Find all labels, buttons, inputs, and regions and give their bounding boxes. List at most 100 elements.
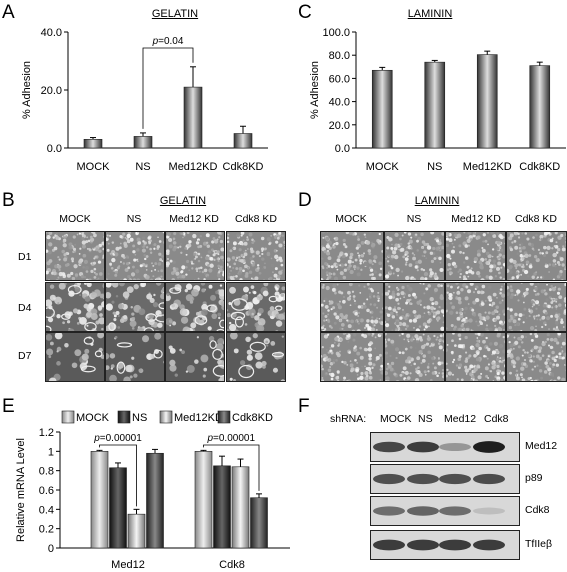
bar-cdk8-mock <box>194 451 213 549</box>
category-label-mock: MOCK <box>366 161 400 173</box>
blot-band <box>407 473 439 485</box>
bar-ns <box>133 136 153 149</box>
micrograph-b-r2-c4 <box>226 282 286 332</box>
blot-band <box>473 441 505 453</box>
legend-label-mock: MOCK <box>76 412 110 424</box>
y-axis-label: Relative mRNA Level <box>15 438 27 542</box>
micrograph-b-r3-c2 <box>105 332 165 382</box>
panel-letter-c: C <box>298 2 312 23</box>
y-axis-label: % Adhesion <box>21 61 33 119</box>
blot-label-4: TfIIeβ <box>525 538 553 550</box>
micrograph-b-r1-c3 <box>165 231 225 281</box>
blot-band <box>439 473 471 485</box>
blot-band <box>373 539 405 551</box>
panel-letter-a: A <box>2 2 15 23</box>
blot-band <box>473 473 505 485</box>
bar-mock <box>83 139 103 149</box>
micrograph-b-r3-c3 <box>165 332 225 382</box>
bar-cdk8-ns <box>213 465 231 549</box>
blot-band <box>439 442 471 452</box>
category-label-mock: MOCK <box>77 161 111 173</box>
blot-band <box>439 539 471 551</box>
micrograph-d-r1-c2 <box>384 231 445 281</box>
bar-mock <box>371 69 393 149</box>
blot-strip-3 <box>370 496 520 526</box>
y-tick-label: 1 <box>48 446 54 458</box>
blot-band <box>373 473 405 485</box>
bar-cdk8-med12kd <box>231 466 250 549</box>
y-tick-label: 0.6 <box>39 485 54 497</box>
y-tick-label: 0.2 <box>39 524 54 536</box>
legend-label-ns: NS <box>132 412 147 424</box>
bar-cdk8-cdk8kd <box>250 497 268 549</box>
bar-med12kd <box>183 86 203 149</box>
panel-a-title: GELATIN <box>151 8 199 20</box>
panel-d-title: LAMININ <box>414 195 460 207</box>
category-label-ns: NS <box>135 161 150 173</box>
panel-b-col-cdk8kd: Cdk8 KD <box>234 213 277 225</box>
blot-label-2: p89 <box>525 472 543 484</box>
panel-letter-e: E <box>2 396 15 417</box>
bar-med12-med12kd <box>127 513 146 549</box>
blot-band <box>373 506 405 516</box>
micrograph-d-r3-c2 <box>384 332 445 382</box>
blot-strip-1 <box>370 432 520 462</box>
y-tick-label: 20.0 <box>329 120 350 132</box>
y-tick-label: 0.0 <box>335 143 350 155</box>
y-tick-label: 60.0 <box>329 73 350 85</box>
shrna-label: shRNA: <box>330 413 367 425</box>
panel-d-col-mock: MOCK <box>335 213 367 225</box>
blot-band <box>407 539 439 551</box>
bar-cdk8kd <box>233 133 253 149</box>
y-tick-label: 0.0 <box>47 143 62 155</box>
panel-letter-d: D <box>298 190 312 211</box>
micrograph-d-r1-c3 <box>445 231 506 281</box>
y-axis-label: % Adhesion <box>309 61 321 119</box>
panel-b-col-mock: MOCK <box>59 213 91 225</box>
y-tick-label: 0 <box>48 543 54 555</box>
blot-strip-2 <box>370 464 520 494</box>
micrograph-b-r2-c1 <box>45 282 105 332</box>
y-tick-label: 80.0 <box>329 50 350 62</box>
micrograph-b-r2-c3 <box>165 282 225 332</box>
micrograph-d-r2-c4 <box>506 282 567 332</box>
blot-strip-4 <box>370 530 520 560</box>
p-value-annotation: p=0.00001 <box>206 433 255 444</box>
y-tick-label: 40.0 <box>329 97 350 109</box>
panel-b-row-d1: D1 <box>18 251 32 263</box>
micrograph-b-r3-c1 <box>45 332 105 382</box>
lane-label-ns: NS <box>418 413 433 425</box>
legend-label-cdk8kd: Cdk8KD <box>232 412 273 424</box>
category-label-med12kd: Med12KD <box>463 161 512 173</box>
panel-b-title: GELATIN <box>159 195 207 207</box>
blot-band <box>439 506 471 516</box>
micrograph-d-r3-c4 <box>506 332 567 382</box>
micrograph-b-r1-c1 <box>45 231 105 281</box>
y-tick-label: 100.0 <box>322 27 350 39</box>
chart-panel-e: 0 0.2 0.4 0.6 0.8 1 1.2 Relative mRNA Level MOCK… <box>15 410 290 571</box>
chart-panel-c: 0.0 20.0 40.0 60.0 80.0 100.0 % Adhesion MOCK NS… <box>309 27 566 173</box>
category-label-med12kd: Med12KD <box>169 161 218 173</box>
y-tick-label: 1.2 <box>39 427 54 439</box>
legend-swatch-med12kd <box>159 410 173 424</box>
legend-label-med12kd: Med12KD <box>174 412 223 424</box>
micrograph-b-r1-c4 <box>226 231 286 281</box>
panel-d-col-ns: NS <box>406 213 422 225</box>
blot-band <box>407 506 439 516</box>
bar-ns <box>424 61 446 149</box>
bar-med12-mock <box>90 451 109 549</box>
micrograph-b-r1-c2 <box>105 231 165 281</box>
group-label-cdk8: Cdk8 <box>219 559 245 571</box>
p-value-annotation: p=0.04 <box>152 36 184 47</box>
legend-swatch-mock <box>61 410 75 424</box>
legend-swatch-cdk8kd <box>217 410 231 424</box>
blot-band <box>373 441 405 453</box>
panel-b-row-d7: D7 <box>18 350 32 362</box>
micrograph-d-r2-c3 <box>445 282 506 332</box>
bar-cdk8kd <box>529 65 551 149</box>
significance-bracket <box>99 444 137 507</box>
micrograph-d-r1-c1 <box>320 231 384 281</box>
micrograph-d-r3-c3 <box>445 332 506 382</box>
panel-c-title: LAMININ <box>407 8 453 20</box>
category-label-cdk8kd: Cdk8KD <box>519 161 560 173</box>
